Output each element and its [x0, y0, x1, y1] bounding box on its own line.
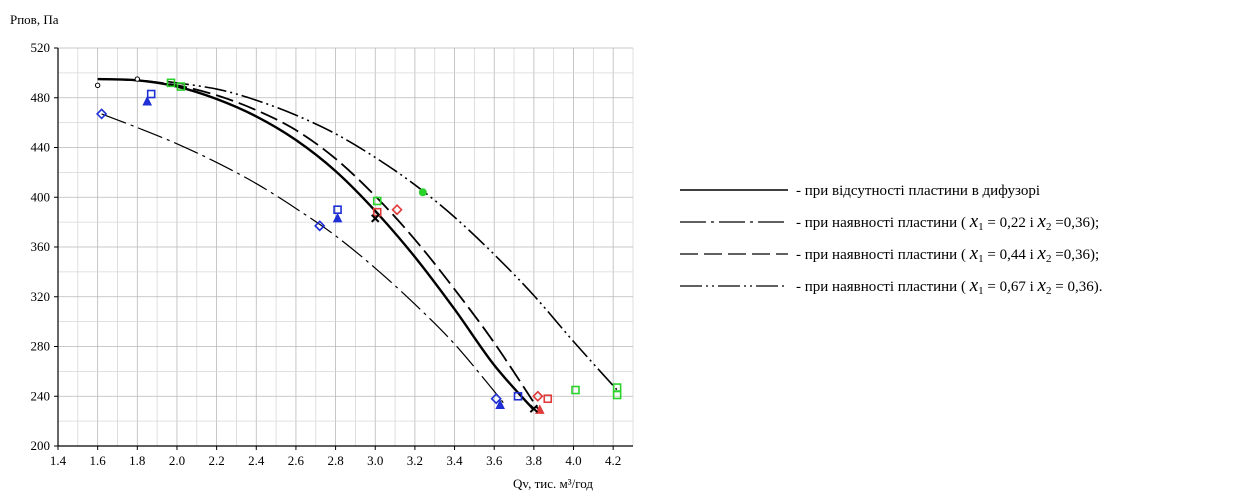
legend-text-part: = 0,36).	[1051, 279, 1102, 295]
legend-var: x	[1037, 211, 1047, 232]
legend-sub: 1	[978, 285, 984, 297]
marker-cross	[529, 404, 539, 413]
legend-label-3: - при наявності пластини ( x1 = 0,44 і x…	[796, 243, 1099, 265]
legend-sub: 2	[1046, 285, 1052, 297]
marker-square	[571, 385, 580, 395]
x-tick-label: 3.0	[367, 453, 383, 468]
marker-diamond	[532, 390, 544, 402]
y-tick-label: 280	[31, 339, 51, 354]
chart-markers	[94, 76, 622, 414]
marker-square	[513, 391, 523, 401]
x-tick-label: 4.0	[565, 453, 581, 468]
legend-text-part: = 0,22 і	[984, 215, 1038, 231]
legend-var: x	[969, 243, 979, 264]
marker-square	[176, 82, 186, 91]
legend-text-part: =0,36);	[1051, 215, 1099, 231]
chart-tick-labels: 1.4 1.6 1.8 2.0 2.2 2.4 2.6 2.8 3.0 3.2 3.4 3.6 3.8 4…	[31, 40, 622, 468]
marker-square	[543, 394, 553, 404]
legend-var: x	[1037, 243, 1047, 264]
marker-circle	[418, 188, 427, 197]
x-tick-label: 3.2	[407, 453, 423, 468]
x-tick-label: 2.4	[248, 453, 265, 468]
x-tick-label: 3.8	[526, 453, 542, 468]
chart-legend: - при відсутності пластини в дифузорі - п…	[680, 183, 1102, 297]
marker-square	[612, 390, 622, 400]
series-line-4	[166, 80, 618, 391]
marker-square	[146, 89, 156, 99]
x-tick-label: 1.4	[50, 453, 67, 468]
y-tick-label: 320	[31, 289, 51, 304]
x-tick-label: 3.4	[446, 453, 463, 468]
legend-label-1: - при відсутності пластини в дифузорі	[796, 183, 1040, 199]
marker-diamond	[490, 393, 502, 405]
x-tick-label: 1.6	[90, 453, 107, 468]
marker-square	[166, 78, 176, 88]
marker-square	[333, 205, 342, 214]
marker-cross	[371, 214, 380, 223]
marker-square	[612, 383, 622, 392]
y-tick-label: 400	[31, 189, 51, 204]
marker-triangle	[142, 95, 153, 106]
legend-text-part: - при наявності пластини (	[796, 247, 970, 263]
marker-square	[372, 196, 382, 206]
y-tick-label: 520	[31, 40, 51, 55]
series-line-2	[101, 113, 505, 405]
chart-grid	[57, 47, 634, 447]
y-axis-title: Рпов, Па	[10, 12, 59, 27]
x-tick-label: 2.0	[169, 453, 185, 468]
legend-var: x	[969, 211, 979, 232]
x-tick-label: 2.2	[208, 453, 224, 468]
legend-text-part: - при наявності пластини (	[796, 279, 970, 295]
x-tick-label: 3.6	[486, 453, 503, 468]
x-tick-label: 2.8	[327, 453, 343, 468]
y-tick-label: 240	[31, 388, 51, 403]
legend-var: x	[969, 275, 979, 296]
legend-text-part: = 0,67 і	[984, 279, 1038, 295]
legend-sub: 1	[978, 253, 984, 265]
x-axis-title: Qv, тис. м³/год	[513, 476, 593, 491]
marker-triangle	[332, 212, 343, 223]
legend-text-part: = 0,44 і	[984, 247, 1038, 263]
marker-diamond	[95, 108, 108, 120]
y-tick-label: 360	[31, 239, 51, 254]
chart-axes	[54, 47, 633, 450]
marker-triangle	[495, 399, 505, 409]
x-tick-label: 2.6	[288, 453, 305, 468]
legend-label-2: - при наявності пластини ( x1 = 0,22 і x…	[796, 211, 1099, 233]
legend-label-4: - при наявності пластини ( x1 = 0,67 і x…	[796, 275, 1102, 297]
y-tick-label: 480	[31, 90, 51, 105]
legend-sub: 2	[1046, 221, 1052, 233]
legend-sub: 1	[978, 221, 984, 233]
marker-circle-open	[94, 82, 101, 89]
x-tick-label: 4.2	[605, 453, 621, 468]
legend-text-part: =0,36);	[1051, 247, 1099, 263]
legend-text-part: - при наявності пластини (	[796, 215, 970, 231]
marker-diamond	[391, 204, 403, 216]
y-tick-label: 200	[31, 438, 51, 453]
marker-circle-open	[134, 76, 141, 82]
series-line-3	[97, 78, 539, 410]
chart-series	[97, 77, 618, 411]
marker-diamond	[314, 220, 326, 232]
x-tick-label: 1.8	[129, 453, 145, 468]
legend-sub: 2	[1046, 253, 1052, 265]
legend-var: x	[1037, 275, 1047, 296]
y-tick-label: 440	[31, 140, 51, 155]
